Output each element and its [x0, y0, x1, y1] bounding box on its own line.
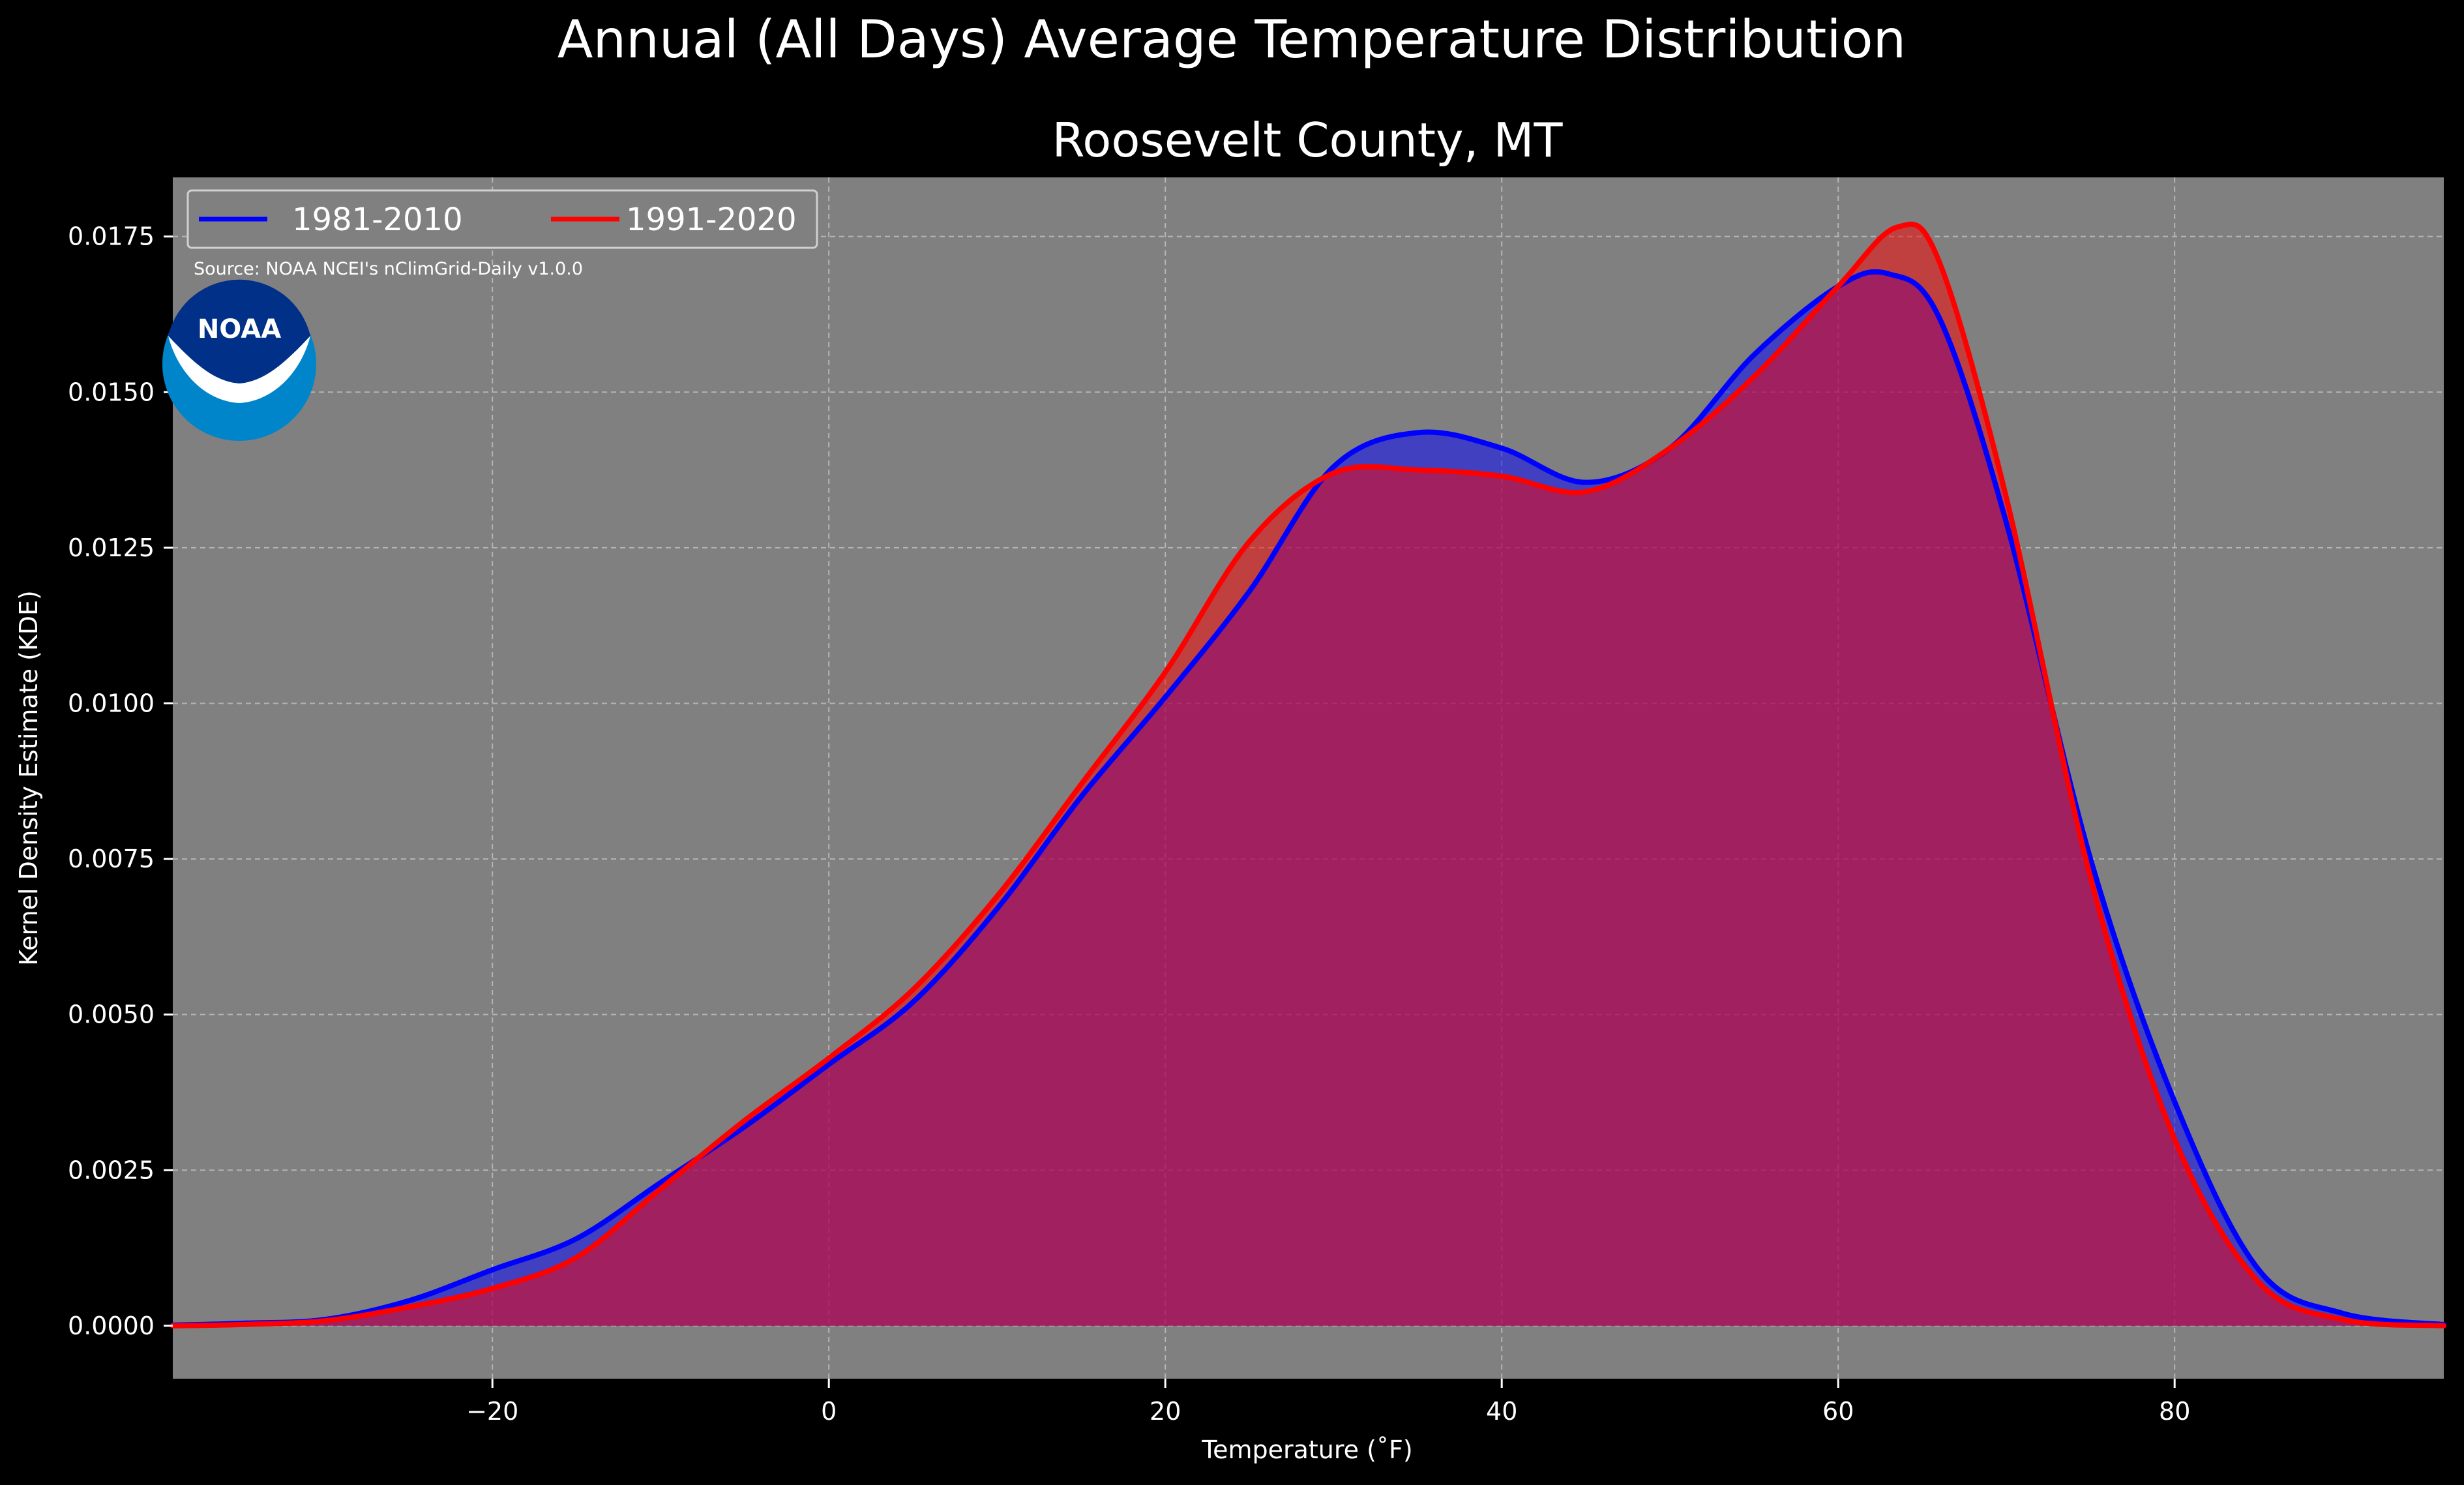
legend-box — [186, 189, 818, 249]
x-axis-label: Temperature (˚F) — [1201, 1435, 1412, 1464]
noaa-logo-inner-band — [168, 279, 310, 383]
noaa-logo-gull-wing — [168, 336, 310, 403]
series-line-1991-2020 — [170, 221, 2446, 1328]
legend: 1981-2010 1991-2020 — [186, 189, 818, 249]
y-tick-label: 0.0000 — [68, 1312, 155, 1340]
axis-ticks: −20 0 20 40 60 80 0.0000 0.0025 0.0050 0.0075 0.01… — [68, 222, 2190, 1426]
x-tick-label: 0 — [821, 1397, 837, 1426]
x-tick-label: 20 — [1150, 1397, 1181, 1426]
y-tick-label: 0.0150 — [68, 378, 155, 406]
noaa-logo-text: NOAA — [198, 314, 281, 344]
y-tick-label: 0.0075 — [68, 845, 155, 873]
y-tick-label: 0.0025 — [68, 1156, 155, 1184]
legend-label-1981-2010: 1981-2010 — [292, 202, 463, 238]
chart-title: Annual (All Days) Average Temperature Di… — [557, 9, 1906, 70]
noaa-logo: NOAA — [162, 279, 316, 441]
series-fills — [173, 224, 2444, 1326]
y-tick-label: 0.0175 — [68, 222, 155, 251]
x-tick-label: 60 — [1822, 1397, 1854, 1426]
y-tick-label: 0.0050 — [68, 1000, 155, 1029]
y-axis-label: Kernel Density Estimate (KDE) — [14, 590, 43, 966]
x-tick-label: 80 — [2159, 1397, 2190, 1426]
y-tick-label: 0.0125 — [68, 533, 155, 562]
series-lines — [170, 221, 2446, 1328]
x-tick-label: 40 — [1486, 1397, 1517, 1426]
x-tick-label: −20 — [466, 1397, 518, 1426]
y-tick-label: 0.0100 — [68, 689, 155, 717]
legend-label-1991-2020: 1991-2020 — [626, 202, 797, 238]
source-note: Source: NOAA NCEI's nClimGrid-Daily v1.0… — [194, 259, 583, 279]
series-line-1981-2010 — [170, 269, 2446, 1328]
chart-subtitle: Roosevelt County, MT — [1052, 113, 1563, 168]
series-fill-1991-2020 — [173, 224, 2444, 1326]
